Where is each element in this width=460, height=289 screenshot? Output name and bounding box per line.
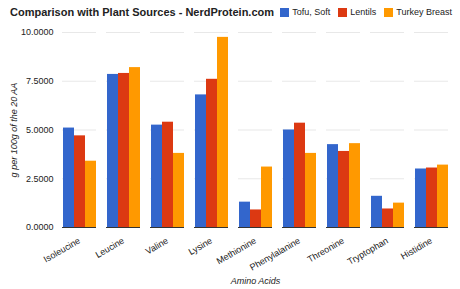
svg-text:Isoleucine: Isoleucine <box>42 236 82 265</box>
html-text:Comparison with Plant Sources: Comparison with Plant Sources - NerdProt… <box>10 6 274 18</box>
html-text:Lentils: Lentils <box>350 7 377 17</box>
svg-text:Phenylalanine: Phenylalanine <box>248 236 302 273</box>
svg-text:0.0000: 0.0000 <box>26 222 54 232</box>
svg-text:5.0000: 5.0000 <box>26 125 54 135</box>
svg-text:Tryptophan: Tryptophan <box>346 236 390 267</box>
svg-text:Leucine: Leucine <box>94 236 126 260</box>
svg-text:Methionine: Methionine <box>214 235 258 267</box>
svg-text:10.0000: 10.0000 <box>21 27 54 37</box>
svg-text:Lysine: Lysine <box>187 236 214 258</box>
html-text:Tofu, Soft: Tofu, Soft <box>292 7 331 17</box>
svg-text:Histidine: Histidine <box>399 236 434 262</box>
svg-text:7.5000: 7.5000 <box>26 76 54 86</box>
svg-text:2.5000: 2.5000 <box>26 174 54 184</box>
html-text:Turkey Breast: Turkey Breast <box>396 7 452 17</box>
svg-text:Amino Acids: Amino Acids <box>230 276 281 286</box>
svg-text:g per 100g of the 20 AA: g per 100g of the 20 AA <box>9 83 19 178</box>
svg-text:Valine: Valine <box>144 236 170 257</box>
svg-text:Threonine: Threonine <box>306 236 346 265</box>
